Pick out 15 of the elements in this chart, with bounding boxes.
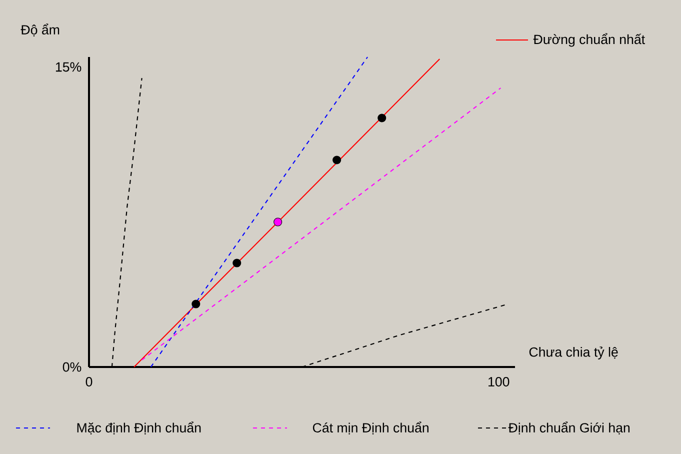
x-tick-label: 100 [488, 377, 510, 386]
y-axis-title: Độ ẩm [20, 24, 60, 36]
point [274, 218, 282, 226]
y-tick-label: 15% [56, 62, 82, 72]
point [192, 300, 200, 308]
legend-label: Mặc định Định chuẩn [77, 422, 201, 434]
x-tick-label: 0 [86, 377, 92, 386]
legend-label: Đường chuẩn nhất [533, 33, 645, 47]
y-tick-label: 0% [62, 362, 82, 372]
legend-label: Cát mịn Định chuẩn [312, 422, 428, 434]
point [378, 114, 386, 122]
point [332, 156, 342, 164]
legend-label: Định chuẩn Giới hạn [508, 422, 630, 434]
x-axis-title: Chưa chia tỷ lệ [529, 346, 618, 360]
point [232, 258, 242, 268]
